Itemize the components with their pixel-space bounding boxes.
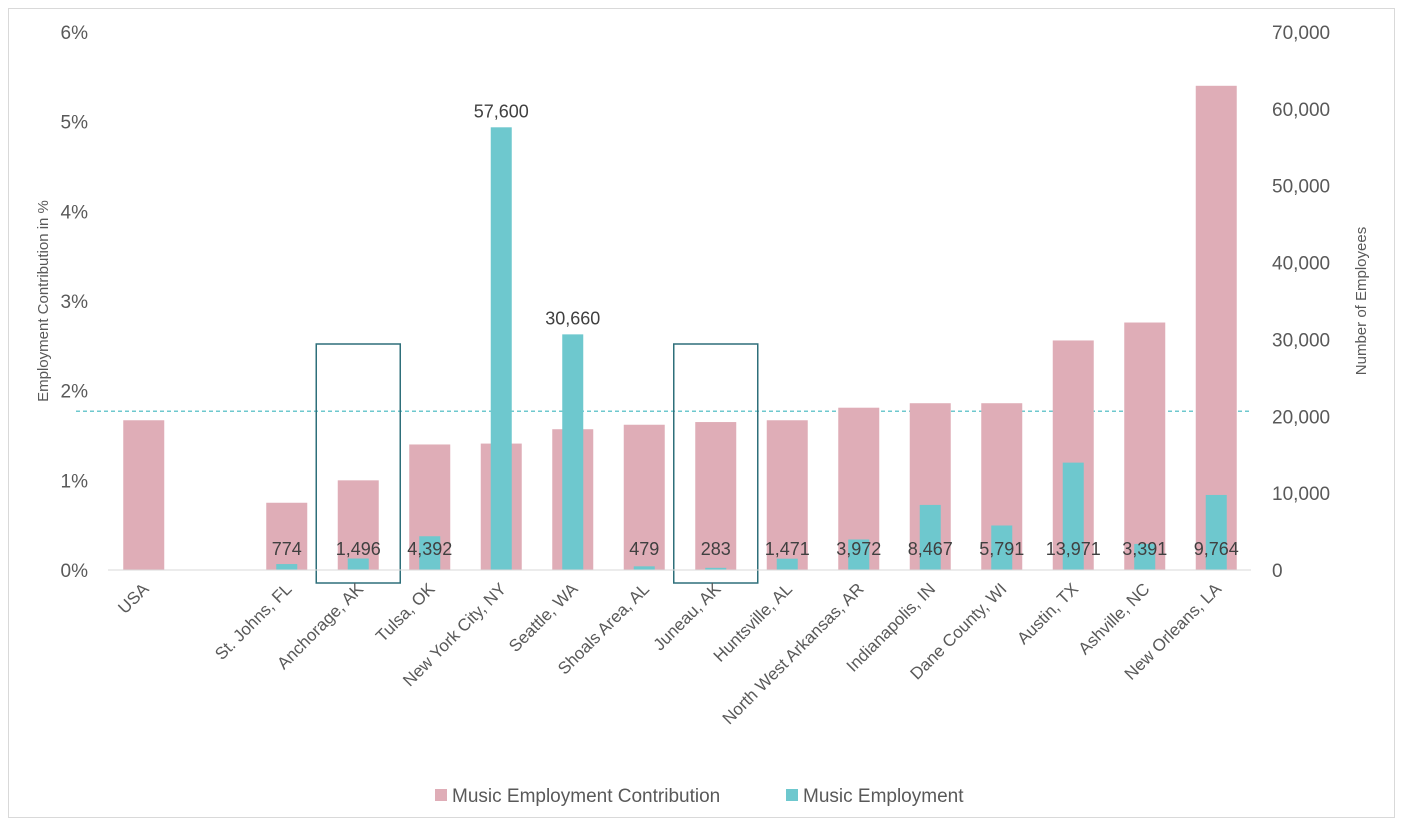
right-axis-ticks: 0 10,000 20,000 30,000 40,000 50,000 60,000 70,…: [1272, 23, 1330, 582]
employment-bar-seattle-wa: [562, 334, 584, 570]
left-axis-title: Employment Contribution in %: [35, 200, 52, 402]
data-label-new-york-city-ny: 57,600: [474, 101, 529, 121]
employment-bar-austin-tx: [1062, 462, 1084, 570]
left-tick-4: 4%: [61, 202, 89, 223]
employment-bar-anchorage-ak: [347, 558, 369, 570]
data-label-seattle-wa: 30,660: [545, 308, 600, 328]
highlight-boxes: [315, 343, 759, 584]
contribution-bar-anchorage-ak: [337, 480, 379, 570]
x-label-ashville-nc: Ashville, NC: [1075, 579, 1154, 658]
right-tick-7: 70,000: [1272, 23, 1330, 44]
right-tick-6: 60,000: [1272, 100, 1330, 121]
employment-bar-st-johns-fl: [276, 564, 298, 570]
employment-bar-dane-county-wi: [991, 525, 1013, 570]
contribution-bar-shoals-area-al: [623, 424, 665, 570]
left-axis-ticks: 0% 1% 2% 3% 4% 5% 6%: [61, 23, 89, 582]
right-tick-1: 10,000: [1272, 484, 1330, 505]
data-label-dane-county-wi: 5,791: [979, 539, 1024, 559]
left-tick-0: 0%: [61, 561, 89, 582]
contribution-bar-usa: [123, 420, 165, 570]
employment-bars: [276, 127, 1227, 570]
employment-bar-ashville-nc: [1134, 543, 1156, 570]
data-label-tulsa-ok: 4,392: [407, 539, 452, 559]
employment-bar-indianapolis-in: [919, 504, 941, 570]
data-label-huntsville-al: 1,471: [765, 539, 810, 559]
employment-bar-shoals-area-al: [633, 566, 655, 570]
employment-bar-huntsville-al: [776, 558, 798, 570]
data-labels: 774 1,496 4,392 57,600 30,660 479 283 1,471 3,97…: [272, 101, 1239, 559]
legend-swatch-employment: [786, 789, 798, 801]
legend-label-contribution: Music Employment Contribution: [452, 786, 720, 807]
data-label-shoals-area-al: 479: [629, 539, 659, 559]
legend-label-employment: Music Employment: [803, 786, 964, 807]
employment-bar-new-york-city-ny: [490, 127, 512, 570]
left-tick-3: 3%: [61, 292, 89, 313]
right-tick-4: 40,000: [1272, 254, 1330, 275]
right-tick-3: 30,000: [1272, 330, 1330, 351]
employment-bar-juneau-ak: [705, 567, 727, 570]
highlight-box-juneau-ak: [673, 343, 759, 584]
data-label-st-johns-fl: 774: [272, 539, 302, 559]
x-label-austin-tx: Austin, TX: [1013, 579, 1082, 648]
employment-bar-new-orleans-la: [1205, 494, 1227, 570]
left-tick-1: 1%: [61, 471, 89, 492]
employment-bar-north-west-arkansas-ar: [848, 539, 870, 570]
contribution-bar-ashville-nc: [1124, 322, 1166, 570]
contribution-bars: [123, 85, 1237, 571]
employment-bar-tulsa-ok: [419, 536, 441, 570]
data-label-ashville-nc: 3,391: [1122, 539, 1167, 559]
x-label-usa: USA: [114, 579, 153, 618]
contribution-bar-juneau-ak: [695, 422, 737, 570]
data-label-austin-tx: 13,971: [1046, 539, 1101, 559]
left-tick-5: 5%: [61, 113, 89, 134]
x-label-seattle-wa: Seattle, WA: [505, 579, 582, 656]
data-label-north-west-arkansas-ar: 3,972: [836, 539, 881, 559]
data-label-juneau-ak: 283: [701, 539, 731, 559]
legend-swatch-contribution: [435, 789, 447, 801]
contribution-bar-huntsville-al: [766, 420, 808, 570]
contribution-bar-new-orleans-la: [1195, 85, 1237, 571]
data-label-new-orleans-la: 9,764: [1194, 539, 1239, 559]
right-tick-0: 0: [1272, 561, 1283, 582]
right-tick-5: 50,000: [1272, 177, 1330, 198]
data-label-indianapolis-in: 8,467: [908, 539, 953, 559]
chart-frame: [8, 8, 1395, 818]
x-label-tulsa-ok: Tulsa, OK: [372, 579, 439, 646]
legend: Music Employment Contribution Music Empl…: [435, 786, 964, 807]
x-label-juneau-ak: Juneau, AK: [650, 579, 725, 654]
right-axis-title: Number of Employees: [1353, 227, 1370, 375]
right-tick-2: 20,000: [1272, 407, 1330, 428]
contribution-bar-st-johns-fl: [266, 502, 308, 570]
left-tick-2: 2%: [61, 382, 89, 403]
x-label-north-west-arkansas-ar: North West Arkansas, AR: [719, 579, 868, 728]
highlight-box-anchorage-ak: [315, 343, 401, 584]
left-tick-6: 6%: [61, 23, 89, 44]
data-label-anchorage-ak: 1,496: [336, 539, 381, 559]
